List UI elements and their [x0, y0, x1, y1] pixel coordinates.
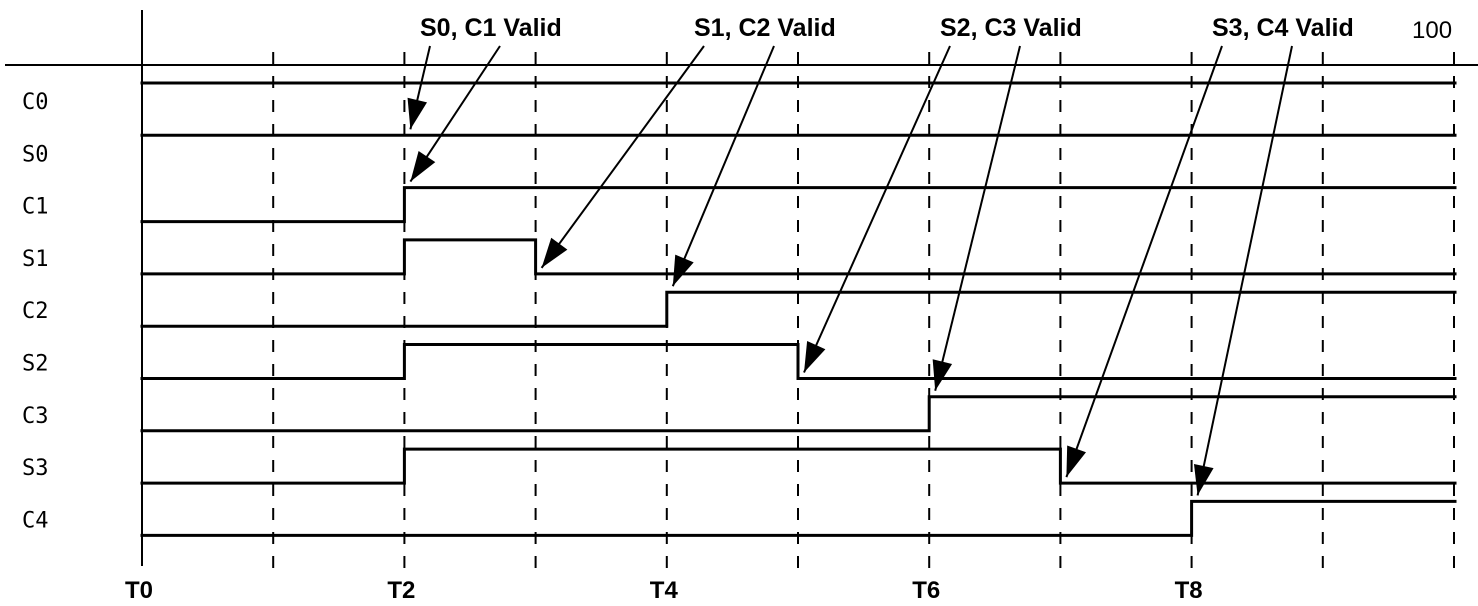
waveform-s1	[140, 238, 1457, 276]
time-label-t8: T8	[1175, 577, 1203, 604]
annotation-arrow	[540, 45, 705, 269]
waveform-c2	[140, 290, 1457, 328]
arrowhead	[410, 151, 436, 182]
arrowhead	[541, 237, 568, 268]
time-label-t6: T6	[912, 577, 940, 604]
annotation-label: S1, C2 Valid	[694, 14, 836, 42]
annotation-arrows	[407, 45, 1293, 496]
annotation-label: S0, C1 Valid	[420, 14, 562, 42]
time-label-t4: T4	[650, 577, 679, 604]
annotation-label: S3, C4 Valid	[1212, 14, 1354, 42]
arrowhead	[932, 359, 953, 391]
signal-label-s2: S2	[22, 352, 49, 377]
signal-label-c0: C0	[22, 90, 49, 115]
arrowhead	[407, 97, 428, 130]
annotation-arrow	[671, 45, 775, 287]
annotation-arrow	[803, 45, 951, 373]
signal-waveforms	[140, 81, 1457, 537]
signal-label-c3: C3	[22, 404, 49, 429]
arrowhead	[804, 341, 826, 373]
signal-label-s0: S0	[22, 142, 49, 167]
arrowhead	[1193, 463, 1214, 496]
annotation-labels: S0, C1 Valid S1, C2 Valid S2, C3 Valid S3, …	[420, 14, 1354, 42]
scale-end-label: 100	[1412, 17, 1452, 44]
signal-label-c4: C4	[22, 508, 49, 533]
waveform-c4	[140, 499, 1457, 537]
arrowhead	[1066, 445, 1086, 478]
waveform-s2	[140, 343, 1457, 380]
signal-label-c2: C2	[22, 299, 49, 324]
annotation-arrow	[1065, 45, 1223, 478]
annotation-arrow	[1196, 45, 1293, 496]
arrowhead	[672, 254, 694, 287]
signal-label-s1: S1	[22, 247, 49, 272]
signal-label-c1: C1	[22, 195, 49, 220]
waveform-c3	[140, 395, 1457, 433]
signal-labels: C0 S0 C1 S1 C2 S2 C3 S3 C4	[22, 90, 49, 533]
annotation-arrow	[934, 45, 1021, 392]
waveform-c1	[140, 186, 1457, 224]
annotation-label: S2, C3 Valid	[940, 14, 1082, 42]
time-label-t0: T0	[125, 577, 153, 604]
time-labels: T0 T2 T4 T6 T8	[125, 577, 1203, 604]
signal-label-s3: S3	[22, 456, 49, 481]
time-label-t2: T2	[387, 577, 415, 604]
waveform-s3	[140, 447, 1457, 485]
